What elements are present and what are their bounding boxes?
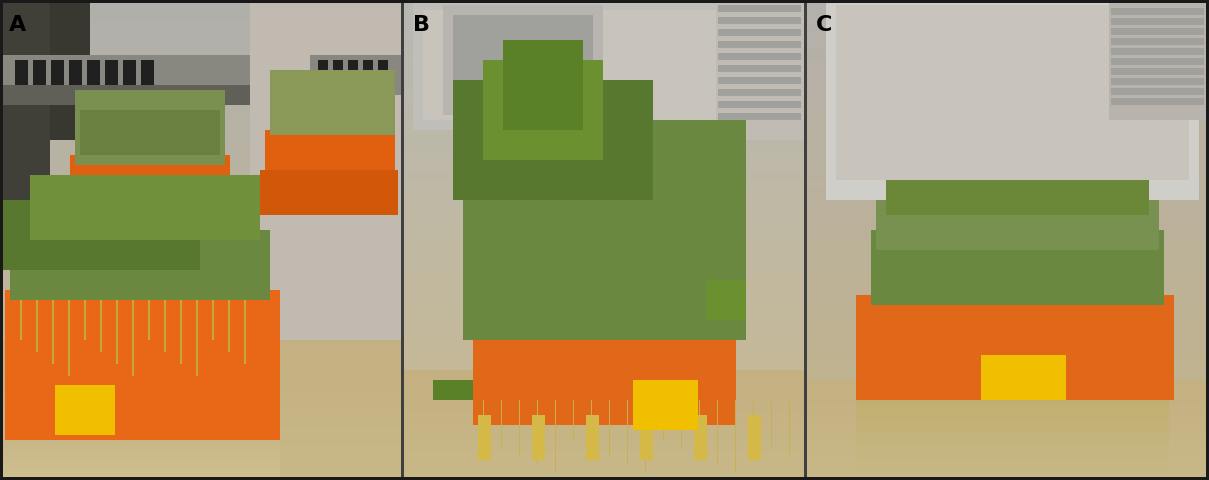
Text: B: B xyxy=(413,15,430,35)
Text: A: A xyxy=(8,15,27,35)
Text: C: C xyxy=(816,15,832,35)
